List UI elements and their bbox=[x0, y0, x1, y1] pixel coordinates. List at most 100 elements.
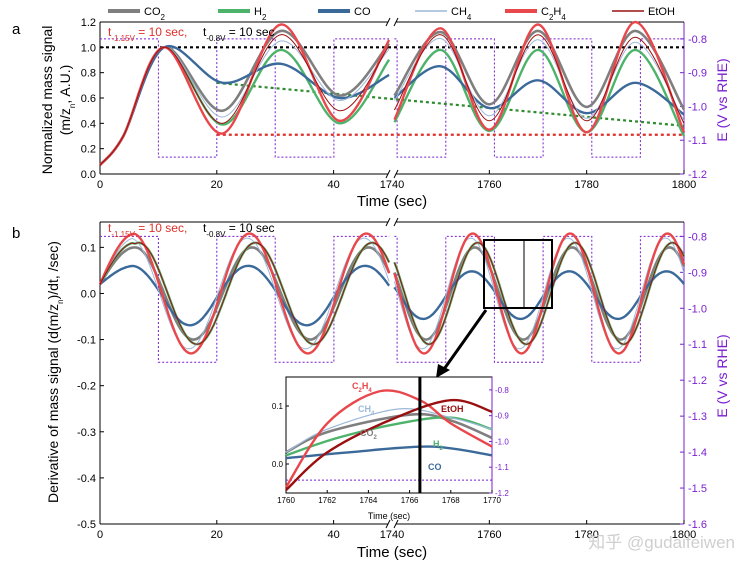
b-panel-letter: b bbox=[12, 225, 20, 242]
a-y-tick-label: 0.8 bbox=[81, 68, 96, 80]
b-y-tick-label: -0.3 bbox=[77, 427, 96, 439]
inset-series-c2h4 bbox=[284, 389, 493, 488]
b-series-c2h4 bbox=[393, 232, 686, 355]
label-part: CH bbox=[358, 404, 371, 414]
legend-label-ch4: CH4 bbox=[451, 6, 472, 22]
a-y-tick-label: 0.0 bbox=[81, 169, 96, 181]
panel-a: 0.0 0.2 0.4 0.6 0.8 1.0 1.2 -0.8 -0.9 -1.0 -1.1 -1.… bbox=[12, 17, 730, 210]
a-series-ch4 bbox=[393, 37, 685, 122]
b-y-tick-label: 0.1 bbox=[81, 242, 96, 254]
inset-label-ch4: CH4 bbox=[358, 404, 375, 417]
label-part: H bbox=[362, 381, 369, 391]
ann-tail: = 10 sec, bbox=[135, 221, 187, 235]
ann-t: t bbox=[203, 25, 207, 39]
inset-right-tick-label: -1.1 bbox=[495, 463, 509, 472]
label-part: C bbox=[352, 381, 359, 391]
ann-sub: -0.8V bbox=[206, 34, 226, 43]
ann-tail: = 10 sec, bbox=[135, 25, 187, 39]
ylab-part: Derivative of mass signal (d(m/z bbox=[45, 304, 61, 503]
a-series-etoh bbox=[393, 34, 685, 124]
b-x-tick-label: 20 bbox=[211, 529, 223, 541]
b-zoom-arrow-line bbox=[440, 309, 488, 373]
a-break-mask bbox=[388, 19, 396, 25]
b-y-tick-label: -0.2 bbox=[77, 381, 96, 393]
inset-x-tick-label: 1762 bbox=[318, 496, 336, 505]
ann-sub: -1.15V bbox=[111, 230, 135, 239]
legend-label-main: C bbox=[541, 6, 549, 18]
label-part: 2 bbox=[440, 446, 444, 452]
b-y-tick-label: -0.4 bbox=[77, 473, 96, 485]
b-right-axis-label: E (V vs RHE) bbox=[714, 334, 730, 417]
b-series-c2h4 bbox=[98, 232, 391, 355]
ann-t: t bbox=[203, 221, 207, 235]
inset-label-co: CO bbox=[428, 462, 442, 472]
a-x-tick-label: 1760 bbox=[477, 179, 501, 191]
b-right-tick-label: -1.5 bbox=[688, 483, 707, 495]
ann-sub: -1.15V bbox=[111, 34, 135, 43]
ann-t: t bbox=[108, 221, 112, 235]
ann-sub: -0.8V bbox=[206, 230, 226, 239]
b-annotation-black: t-0.8V = 10 sec bbox=[203, 221, 275, 239]
b-x-axis-label: Time (sec) bbox=[357, 544, 427, 561]
a-series-h2 bbox=[393, 48, 686, 137]
inset-series-h2 bbox=[285, 416, 493, 457]
b-series-co2 bbox=[98, 246, 391, 341]
inset-right-tick-label: -1.2 bbox=[495, 489, 509, 498]
ann-tail: = 10 sec bbox=[225, 221, 274, 235]
ylab-tail: , A.U.) bbox=[57, 65, 73, 104]
label-part: 4 bbox=[371, 411, 375, 417]
label-part: CO bbox=[360, 428, 374, 438]
legend-label-main: CO bbox=[144, 6, 161, 18]
b-x-tick-label: 1780 bbox=[574, 529, 598, 541]
b-right-tick-label: -1.3 bbox=[688, 411, 707, 423]
a-potential-wave bbox=[394, 38, 684, 158]
inset-x-tick-label: 1760 bbox=[277, 496, 295, 505]
legend-label-h2: H2 bbox=[254, 6, 267, 22]
a-potential-wave bbox=[100, 38, 390, 158]
ann-t: t bbox=[108, 25, 112, 39]
legend-label-main: CH bbox=[451, 6, 467, 18]
legend-label-main: EtOH bbox=[648, 6, 675, 18]
legend-label-sub: 2 bbox=[549, 13, 554, 22]
legend-label-main2: H bbox=[553, 6, 561, 18]
a-y-tick-label: 0.4 bbox=[81, 118, 96, 130]
b-y-tick-label: 0.0 bbox=[81, 288, 96, 300]
b-right-tick-label: -1.2 bbox=[688, 375, 707, 387]
b-right-tick-label: -1.4 bbox=[688, 447, 707, 459]
b-series-etoh bbox=[393, 242, 685, 345]
legend-label-main: CO bbox=[354, 6, 371, 18]
b-break-mark bbox=[393, 519, 399, 529]
b-series-co bbox=[393, 270, 685, 321]
inset-x-axis-label: Time (sec) bbox=[368, 511, 410, 521]
b-y-tick-label: -0.1 bbox=[77, 335, 96, 347]
inset-x-tick-label: 1768 bbox=[442, 496, 460, 505]
inset-right-tick-label: -1.0 bbox=[495, 437, 509, 446]
b-potential-wave bbox=[100, 235, 390, 363]
a-y-tick-label: 0.6 bbox=[81, 93, 96, 105]
a-y-axis-label-line1: Normalized mass signal bbox=[39, 26, 55, 175]
a-y-tick-label: 1.2 bbox=[81, 17, 96, 29]
inset-y-tick-label: 0.1 bbox=[272, 402, 284, 411]
b-potential-wave bbox=[394, 235, 684, 363]
a-break-mark bbox=[385, 17, 391, 27]
ylab-tail: )/dt, /sec) bbox=[45, 241, 61, 299]
b-x-break-label: 1740 bbox=[380, 529, 404, 541]
a-right-axis-label: E (V vs RHE) bbox=[714, 58, 730, 141]
a-break-mark bbox=[393, 169, 399, 179]
inset-series-co2 bbox=[285, 412, 493, 454]
label-part: H bbox=[433, 439, 440, 449]
legend-label-sub: 4 bbox=[467, 13, 472, 22]
b-y-axis-label: Derivative of mass signal (d(m/zn)/dt, /… bbox=[45, 241, 65, 503]
a-break-mask bbox=[388, 171, 396, 177]
b-series-etoh bbox=[99, 242, 390, 345]
a-y-axis-label-line2: (m/zn, A.U.) bbox=[57, 65, 77, 136]
b-zoom-box bbox=[483, 239, 553, 309]
inset-series-ch4 bbox=[285, 407, 493, 453]
a-right-tick-label: -1.1 bbox=[688, 135, 707, 147]
a-panel-letter: a bbox=[12, 21, 21, 38]
b-right-tick-label: -1.1 bbox=[688, 339, 707, 351]
label-part: 4 bbox=[368, 388, 372, 394]
legend-label-sub2: 4 bbox=[561, 13, 566, 22]
legend-label-sub: 2 bbox=[161, 13, 166, 22]
b-series-ch4 bbox=[393, 237, 685, 350]
